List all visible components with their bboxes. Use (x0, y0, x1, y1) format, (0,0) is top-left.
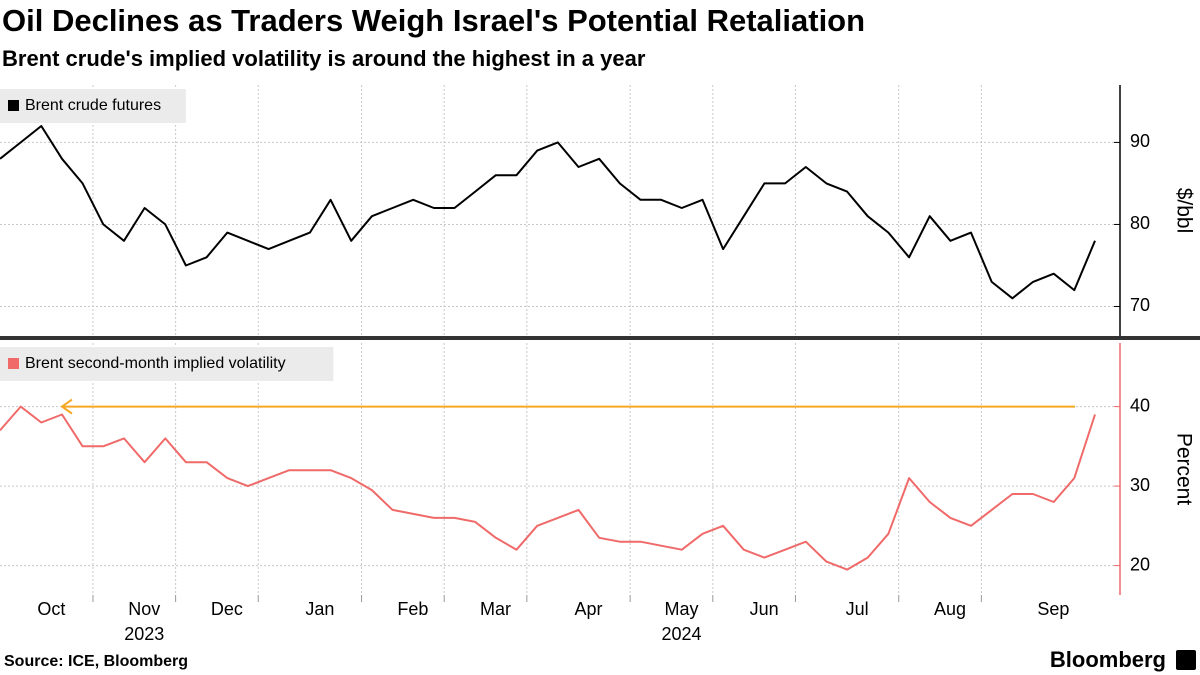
y-axis-label: $/bbl (1172, 188, 1195, 234)
y-tick-label: 30 (1130, 475, 1150, 495)
x-tick-label: Mar (480, 599, 511, 619)
legend-swatch (8, 358, 19, 369)
year-label: 2023 (124, 624, 164, 644)
y-tick-label: 20 (1130, 554, 1150, 574)
x-tick-label: Dec (211, 599, 243, 619)
x-tick-label: Jul (846, 599, 869, 619)
logo: Bloomberg (1050, 647, 1166, 672)
x-tick-label: Aug (934, 599, 966, 619)
year-label: 2024 (661, 624, 701, 644)
x-tick-label: Nov (128, 599, 160, 619)
x-tick-label: Apr (574, 599, 602, 619)
y-tick-label: 70 (1130, 295, 1150, 315)
legend-box (0, 347, 334, 381)
legend-label: Brent second-month implied volatility (25, 355, 286, 372)
chart-subtitle: Brent crude's implied volatility is arou… (2, 46, 646, 71)
x-tick-label: May (664, 599, 698, 619)
panel-separator (0, 336, 1200, 340)
legend-box (0, 89, 186, 123)
x-tick-label: Oct (37, 599, 65, 619)
legend-label: Brent crude futures (25, 97, 161, 114)
reference-arrowhead (60, 398, 73, 415)
x-tick-label: Jan (305, 599, 334, 619)
x-tick-label: Sep (1037, 599, 1069, 619)
data-line (0, 405, 1096, 571)
y-tick-label: 80 (1130, 213, 1150, 233)
logo-icon (1176, 650, 1196, 670)
y-tick-label: 40 (1130, 395, 1150, 415)
x-tick-label: Feb (397, 599, 428, 619)
x-tick-label: Jun (750, 599, 779, 619)
y-tick-label: 90 (1130, 131, 1150, 151)
legend-swatch (8, 100, 19, 111)
source: Source: ICE, Bloomberg (4, 653, 188, 670)
data-line (0, 125, 1096, 300)
y-axis-label: Percent (1172, 433, 1195, 506)
chart-title: Oil Declines as Traders Weigh Israel's P… (2, 3, 865, 38)
